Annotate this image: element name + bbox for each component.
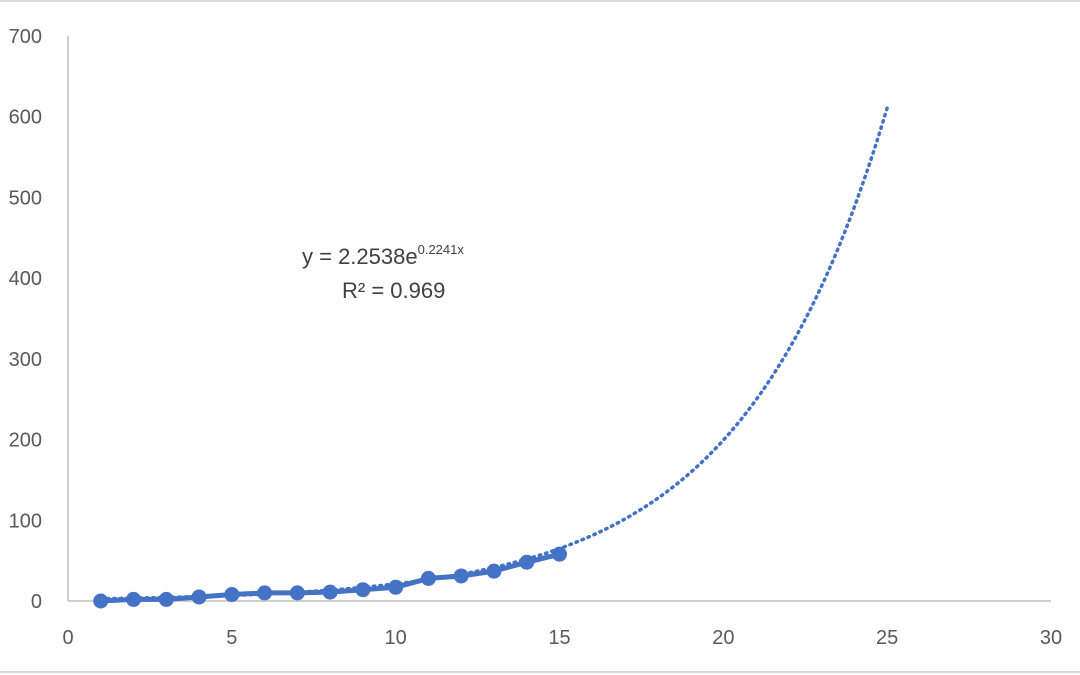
- y-tick-label: 500: [9, 187, 42, 209]
- data-point: [158, 591, 174, 607]
- data-point: [453, 568, 469, 584]
- y-tick-label: 200: [9, 430, 42, 452]
- x-tick-label: 30: [1040, 627, 1062, 649]
- x-tick-label: 5: [226, 627, 237, 649]
- x-tick-label: 25: [876, 627, 898, 649]
- equation-label: y = 2.2538e0.2241x: [302, 242, 464, 269]
- y-tick-labels: 0 100 200 300 400 500 600 700: [9, 26, 42, 613]
- data-point: [257, 585, 273, 601]
- y-tick-label: 400: [9, 268, 42, 290]
- y-tick-label: 0: [31, 591, 42, 613]
- y-tick-label: 600: [9, 107, 42, 129]
- data-point: [322, 584, 338, 600]
- data-point: [552, 546, 567, 562]
- data-point: [191, 589, 207, 605]
- y-tick-label: 700: [9, 26, 42, 48]
- x-tick-label: 10: [385, 627, 407, 649]
- x-tick-labels: 0 5 10 15 20 25 30: [62, 627, 1062, 649]
- r-squared-label: R² = 0.969: [342, 278, 445, 303]
- data-point: [224, 587, 240, 603]
- data-point: [420, 570, 436, 586]
- data-point: [519, 554, 535, 570]
- trendline-equation: y = 2.2538e0.2241x R² = 0.969: [302, 242, 464, 303]
- equation-exponent: 0.2241x: [418, 242, 465, 257]
- data-point: [126, 591, 142, 607]
- y-tick-label: 300: [9, 349, 42, 371]
- data-points: [93, 546, 567, 609]
- data-point: [388, 579, 404, 595]
- y-tick-label: 100: [9, 510, 42, 532]
- equation-main: y = 2.2538e: [302, 244, 418, 269]
- x-tick-label: 15: [548, 627, 570, 649]
- data-point: [289, 585, 305, 601]
- data-point: [486, 563, 502, 579]
- x-tick-label: 20: [712, 627, 734, 649]
- data-point: [355, 582, 371, 598]
- data-point: [93, 593, 109, 609]
- x-tick-label: 0: [62, 627, 73, 649]
